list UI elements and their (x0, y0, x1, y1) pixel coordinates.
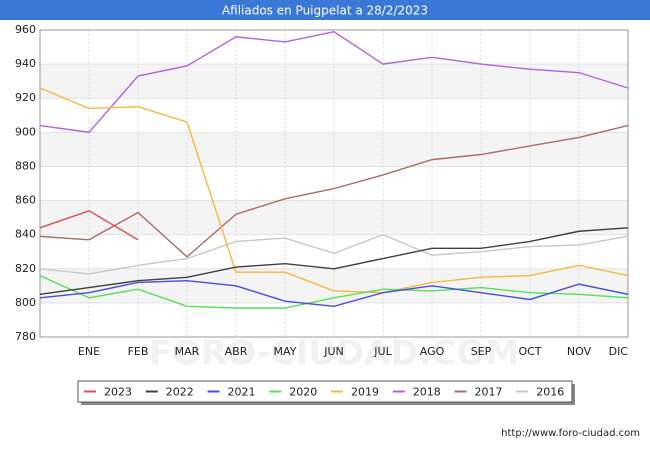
legend-label: 2023 (104, 386, 132, 399)
y-tick-label: 940 (15, 57, 36, 70)
x-tick-label: FEB (128, 345, 149, 358)
x-tick-label: MAY (274, 345, 297, 358)
x-tick-label: SEP (471, 345, 492, 358)
legend-label: 2018 (413, 386, 441, 399)
title-bar (0, 0, 650, 20)
footer: http://www.foro-ciudad.com (501, 428, 640, 439)
band (40, 132, 628, 167)
x-tick-label: MAR (175, 345, 200, 358)
y-tick-label: 860 (15, 194, 36, 207)
x-tick-label: JUL (373, 345, 392, 358)
legend-label: 2017 (475, 386, 503, 399)
series-line (39, 227, 629, 296)
x-tick-label: NOV (567, 345, 592, 358)
legend-label: 2022 (166, 386, 194, 399)
legend-label: 2019 (351, 386, 379, 399)
y-tick-label: 920 (15, 91, 36, 104)
series-line (39, 124, 629, 258)
y-tick-label: 800 (15, 296, 36, 309)
legend-label: 2021 (228, 386, 256, 399)
y-tick-label: 820 (15, 262, 36, 275)
y-tick-label: 780 (15, 330, 36, 343)
legend-label: 2020 (289, 386, 317, 399)
series-line (39, 274, 629, 309)
y-tick-label: 960 (15, 23, 36, 36)
legend (77, 380, 573, 403)
watermark: FORO-CIUDAD.COM (149, 334, 520, 374)
x-tick-label: OCT (518, 345, 541, 358)
legend-label: 2016 (536, 386, 564, 399)
y-tick-label: 900 (15, 125, 36, 138)
series-line (39, 30, 629, 134)
chart-title: Afiliados en Puigpelat a 28/2/2023 (222, 4, 428, 18)
series-line (39, 233, 629, 275)
x-tick-label: JUN (323, 345, 344, 358)
series-line (39, 87, 629, 294)
x-tick-label: DIC (609, 345, 629, 358)
series-line (39, 210, 139, 241)
series-line (39, 280, 629, 308)
x-tick-label: ENE (78, 345, 100, 358)
y-tick-label: 880 (15, 159, 36, 172)
x-tick-label: ABR (225, 345, 248, 358)
y-tick-label: 840 (15, 228, 36, 241)
plot-border (39, 29, 629, 338)
x-tick-label: AGO (420, 345, 445, 358)
